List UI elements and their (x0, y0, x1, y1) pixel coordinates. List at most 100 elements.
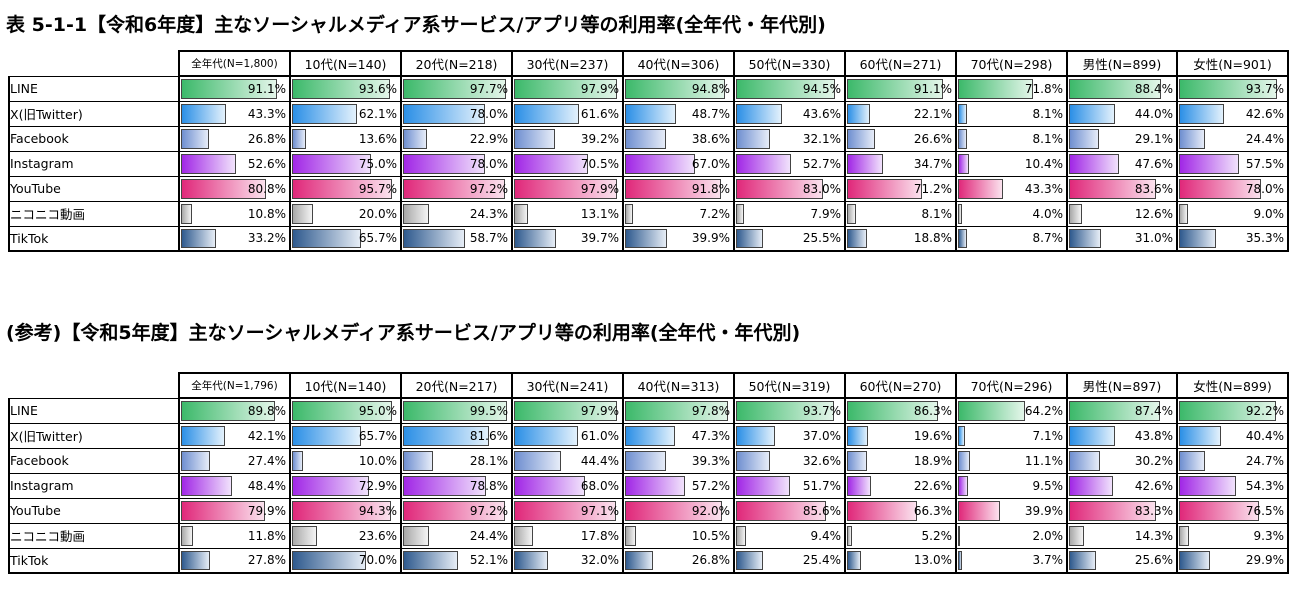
data-bar (736, 450, 770, 471)
data-bar (625, 178, 721, 199)
data-cell: 71.2% (844, 175, 957, 202)
column-header: 50代(N=330) (733, 50, 846, 77)
data-value: 14.3% (1134, 528, 1173, 543)
data-bar (181, 425, 225, 446)
data-cell: 92.0% (622, 497, 735, 524)
data-bar (625, 475, 685, 496)
data-cell: 3.7% (955, 547, 1068, 574)
data-value: 17.8% (580, 528, 619, 543)
data-cell: 89.8% (178, 397, 291, 424)
data-cell: 13.0% (844, 547, 957, 574)
data-cell: 7.2% (622, 200, 735, 227)
data-bar (514, 128, 555, 149)
data-bar (847, 228, 867, 248)
data-value: 37.0% (802, 428, 841, 443)
data-value: 22.9% (469, 131, 508, 146)
data-bar (736, 153, 791, 174)
data-value: 32.0% (580, 553, 619, 568)
data-cell: 43.3% (178, 100, 291, 127)
data-bar (625, 79, 725, 99)
data-cell: 37.0% (733, 422, 846, 449)
data-value: 8.7% (1032, 231, 1064, 246)
data-value: 26.8% (247, 131, 286, 146)
data-cell: 97.1% (511, 497, 624, 524)
column-header: 40代(N=313) (622, 372, 735, 399)
data-bar (958, 79, 1033, 99)
data-value: 47.3% (691, 428, 730, 443)
table-row: X(旧Twitter) 43.3% 62.1% 78.0% 61.6% 48.7% 43.6… (8, 100, 1289, 127)
data-cell: 27.4% (178, 447, 291, 474)
data-bar (736, 475, 790, 496)
column-header: 50代(N=319) (733, 372, 846, 399)
data-value: 52.7% (802, 156, 841, 171)
data-value: 70.0% (358, 553, 397, 568)
data-bar (1069, 550, 1096, 570)
data-bar (958, 178, 1003, 199)
data-cell: 95.7% (289, 175, 402, 202)
data-value: 42.6% (1245, 106, 1284, 121)
data-bar (403, 178, 505, 199)
data-value: 27.8% (247, 553, 286, 568)
data-bar (958, 525, 960, 546)
data-cell: 8.7% (955, 225, 1068, 252)
data-cell: 80.8% (178, 175, 291, 202)
data-bar (514, 550, 548, 570)
data-cell: 35.3% (1176, 225, 1289, 252)
data-bar (1069, 525, 1084, 546)
data-bar (1069, 450, 1100, 471)
chart-title-r5: (参考)【令和5年度】主なソーシャルメディア系サービス/アプリ等の利用率(全年代… (6, 322, 801, 344)
data-cell: 97.9% (511, 397, 624, 424)
data-cell: 18.9% (844, 447, 957, 474)
data-cell: 57.5% (1176, 150, 1289, 177)
data-bar (1179, 153, 1239, 174)
data-bar (181, 500, 265, 521)
table-row: ニコニコ動画 11.8% 23.6% 24.4% 17.8% 10.5% 9.4% 5.2% 2… (8, 522, 1289, 549)
data-cell: 93.7% (733, 397, 846, 424)
data-cell: 23.6% (289, 522, 402, 549)
data-cell: 52.6% (178, 150, 291, 177)
data-value: 13.0% (913, 553, 952, 568)
data-cell: 43.8% (1066, 422, 1178, 449)
data-cell: 39.9% (955, 497, 1068, 524)
data-value: 93.7% (1245, 81, 1284, 96)
data-cell: 22.9% (400, 125, 513, 152)
data-value: 39.2% (580, 131, 619, 146)
data-bar (625, 401, 728, 421)
data-value: 93.7% (802, 403, 841, 418)
data-cell: 57.2% (622, 472, 735, 499)
data-value: 97.1% (580, 503, 619, 518)
data-value: 7.1% (1032, 428, 1064, 443)
data-cell: 44.0% (1066, 100, 1178, 127)
data-bar (292, 103, 357, 124)
data-value: 43.8% (1134, 428, 1173, 443)
table-row: YouTube 80.8% 95.7% 97.2% 97.9% 91.8% 83.0% 71.… (8, 175, 1289, 202)
data-bar (958, 475, 968, 496)
data-bar (403, 203, 429, 224)
data-bar (1179, 475, 1236, 496)
data-cell: 70.5% (511, 150, 624, 177)
data-cell: 58.7% (400, 225, 513, 252)
data-value: 35.3% (1245, 231, 1284, 246)
data-cell: 12.6% (1066, 200, 1178, 227)
data-bar (1179, 128, 1205, 149)
table-row: Facebook 26.8% 13.6% 22.9% 39.2% 38.6% 32.1% 26… (8, 125, 1289, 152)
data-value: 64.2% (1024, 403, 1063, 418)
data-value: 65.7% (358, 428, 397, 443)
data-bar (847, 103, 870, 124)
data-bar (181, 203, 192, 224)
data-cell: 25.4% (733, 547, 846, 574)
data-cell: 24.3% (400, 200, 513, 227)
data-value: 97.7% (469, 81, 508, 96)
data-value: 91.8% (691, 181, 730, 196)
data-cell: 27.8% (178, 547, 291, 574)
data-value: 67.0% (691, 156, 730, 171)
row-label: YouTube (8, 175, 180, 202)
data-bar (736, 228, 763, 248)
data-value: 13.1% (580, 206, 619, 221)
header-row: 全年代(N=1,796) 10代(N=140) 20代(N=217) 30代(N=24… (9, 372, 1289, 399)
data-bar (847, 550, 861, 570)
data-value: 7.2% (699, 206, 731, 221)
data-bar (292, 550, 366, 570)
data-value: 39.9% (1024, 503, 1063, 518)
data-cell: 61.6% (511, 100, 624, 127)
